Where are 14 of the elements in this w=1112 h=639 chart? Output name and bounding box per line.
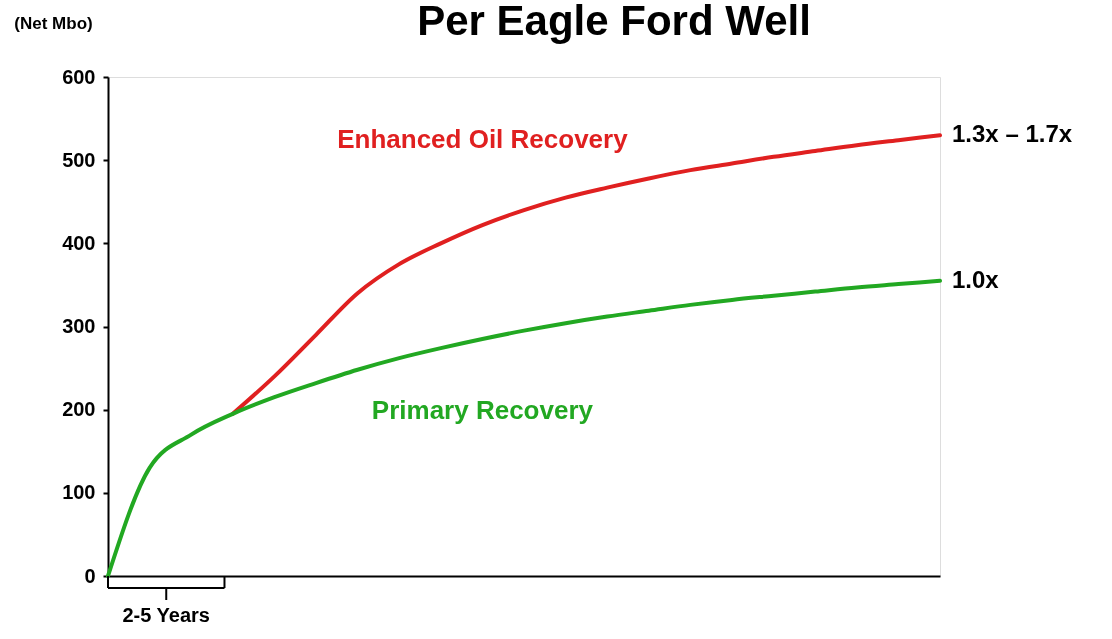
text: 1.3x – 1.7x [952,120,1073,148]
chart-title: Per Eagle Ford Well [417,0,811,44]
y-tick-label: 500 [62,148,96,171]
text: 1.0x [952,265,1000,293]
y-tick-label: 600 [62,65,96,88]
y-tick-label: 0 [84,564,96,587]
y-tick-label: 400 [62,231,96,254]
y-tick-label: 100 [62,481,96,504]
y-tick-label: 300 [62,315,96,337]
series-label: Enhanced Oil Recovery [337,124,629,155]
text: 2-5 Years [122,604,210,626]
series-label: Primary Recovery [371,394,594,425]
y-axis-title: (Net Mbo) [14,13,93,33]
y-tick-label: 200 [62,398,96,421]
